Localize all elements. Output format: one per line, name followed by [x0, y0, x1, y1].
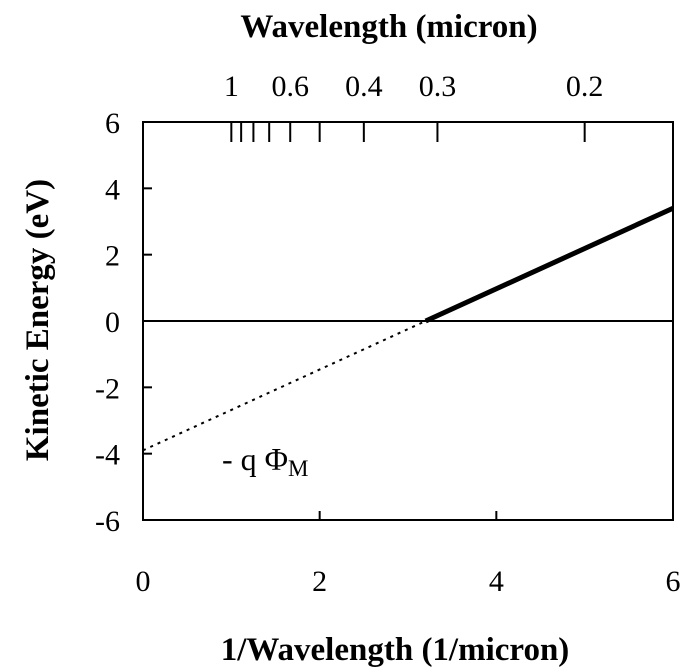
top-tick-label: 0.4 — [345, 70, 383, 103]
top-tick-label: 1 — [224, 70, 239, 103]
extrapolated-line — [142, 320, 427, 452]
y-tick-label: -2 — [95, 372, 120, 405]
y-tick-label: 6 — [105, 107, 120, 140]
top-tick-label: 0.3 — [419, 70, 457, 103]
kinetic-energy-line — [424, 205, 675, 324]
y-tick-label: 0 — [105, 306, 120, 339]
top-axis-title: Wavelength (micron) — [240, 9, 537, 45]
x-tick-label: 0 — [136, 565, 151, 598]
work-function-subscript: M — [288, 456, 308, 481]
x-tick-label: 6 — [666, 565, 681, 598]
plot-frame — [142, 121, 674, 521]
tick-group: 0 2 4 6 -6 -4 -2 0 2 4 6 1 0.6 0.4 0.3 0.2 — [95, 70, 681, 598]
x-tick-label: 2 — [312, 565, 327, 598]
y-tick-label: 2 — [105, 240, 120, 273]
top-tick-label: 0.2 — [566, 70, 604, 103]
work-function-annotation: - q ΦM — [222, 441, 309, 481]
top-tick-label: 0.6 — [271, 70, 309, 103]
y-axis-title: Kinetic Energy (eV) — [20, 179, 56, 461]
y-tick-label: 4 — [105, 173, 120, 206]
y-tick-label: -6 — [95, 505, 120, 538]
x-tick-label: 4 — [489, 565, 504, 598]
bottom-axis-title: 1/Wavelength (1/micron) — [221, 632, 570, 668]
work-function-symbol: - q Φ — [222, 441, 288, 477]
series-group — [142, 205, 675, 452]
y-tick-label: -4 — [95, 439, 120, 472]
